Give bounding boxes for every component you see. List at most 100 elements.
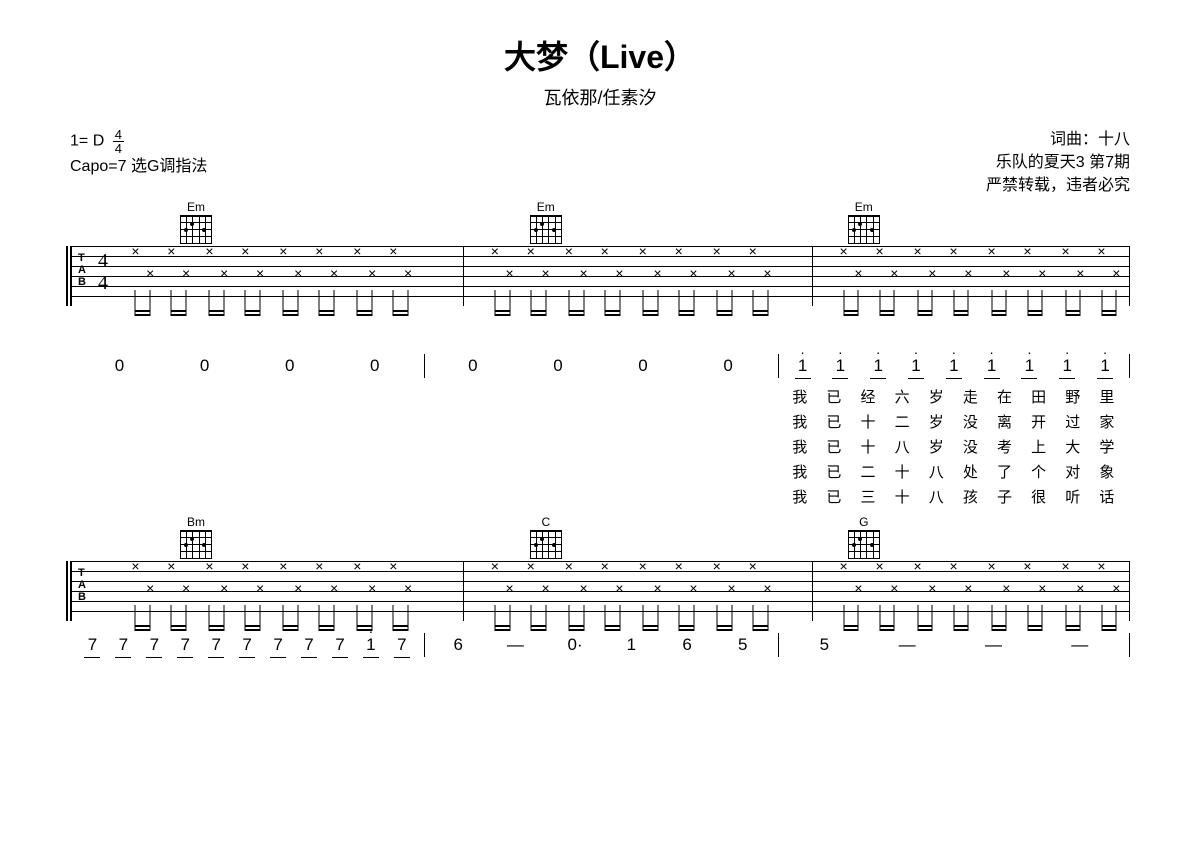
strum-mark: ×: [601, 559, 609, 573]
note: 1: [871, 356, 885, 376]
strum-mark: ×: [1076, 266, 1084, 280]
note: 5: [817, 635, 831, 655]
strum-mark: ×: [389, 559, 397, 573]
strum-mark: ×: [840, 244, 848, 258]
note: 1: [909, 356, 923, 376]
strum-mark: ×: [131, 559, 139, 573]
strum-mark: ×: [579, 581, 587, 595]
note: 0: [283, 356, 297, 376]
strum-mark: ×: [949, 559, 957, 573]
lyric-char: 话: [1099, 486, 1114, 507]
tab-system-2: BmCG TAB ×××××××××××××××××××××××××××××××…: [70, 561, 1130, 776]
note: 7: [85, 635, 99, 655]
lyric-char: 我: [792, 436, 807, 457]
strum-mark: ×: [890, 266, 898, 280]
strum-mark: ×: [914, 244, 922, 258]
strum-mark: ×: [565, 559, 573, 573]
strum-mark: ×: [506, 581, 514, 595]
lyric-char: 六: [895, 386, 910, 407]
note: 7: [209, 635, 223, 655]
strum-mark: ×: [727, 581, 735, 595]
song-title: 大梦（Live）: [0, 32, 1200, 78]
lyric-char: 已: [826, 386, 841, 407]
strum-mark: ×: [368, 581, 376, 595]
credit: 词曲：十八: [986, 128, 1130, 151]
lyric-char: 我: [792, 386, 807, 407]
strum-mark: ×: [713, 559, 721, 573]
lyric-char: 在: [997, 386, 1012, 407]
lyric-char: 家: [1099, 411, 1114, 432]
strum-mark: ×: [491, 559, 499, 573]
lyric-char: 田: [1031, 386, 1046, 407]
key-signature: 1= D 4 4: [70, 128, 207, 155]
strum-mark: ×: [182, 266, 190, 280]
strum-mark: ×: [353, 559, 361, 573]
strum-mark: ×: [491, 244, 499, 258]
lyric-char: 过: [1065, 411, 1080, 432]
strum-mark: ×: [749, 559, 757, 573]
lyric-char: 已: [826, 486, 841, 507]
lyric-char: 听: [1065, 486, 1080, 507]
lyric-char: 八: [895, 436, 910, 457]
strum-mark: ×: [1076, 581, 1084, 595]
strum-mark: ×: [875, 559, 883, 573]
meta-row: 1= D 4 4 Capo=7 选G调指法 词曲：十八 乐队的夏天3 第7期 严…: [0, 128, 1200, 198]
lyric-line: 我已二十八处了个对象: [70, 461, 1130, 482]
strum-mark: ×: [890, 581, 898, 595]
strum-mark: ×: [689, 581, 697, 595]
note: 7: [116, 635, 130, 655]
strum-mark: ×: [914, 559, 922, 573]
lyric-char: 象: [1099, 461, 1114, 482]
strum-mark: ×: [763, 581, 771, 595]
strum-mark: ×: [256, 581, 264, 595]
lyric-char: 十: [860, 436, 875, 457]
strum-mark: ×: [1097, 244, 1105, 258]
strum-mark: ×: [182, 581, 190, 595]
strum-mark: ×: [964, 266, 972, 280]
strum-mark: ×: [167, 244, 175, 258]
note: 1: [796, 356, 810, 376]
strum-mark: ×: [987, 244, 995, 258]
lyric-char: 八: [929, 486, 944, 507]
strum-mark: ×: [315, 244, 323, 258]
note: 0: [368, 356, 382, 376]
numbered-notation: 77777777717 6—0·165 5———: [70, 635, 1130, 655]
chord-diagram: Bm: [176, 515, 216, 559]
lyric-line: 我已十八岁没考上大学: [70, 436, 1130, 457]
strum-mark: ×: [541, 266, 549, 280]
note: 0: [113, 356, 127, 376]
strum-mark: ×: [1023, 244, 1031, 258]
strum-mark: ×: [131, 244, 139, 258]
lyric-char: 很: [1031, 486, 1046, 507]
lyric-char: 里: [1099, 386, 1114, 407]
note: 6: [680, 635, 694, 655]
lyric-char: 三: [860, 486, 875, 507]
strum-mark: ×: [404, 266, 412, 280]
strum-mark: ×: [928, 266, 936, 280]
strum-mark: ×: [713, 244, 721, 258]
strum-mark: ×: [315, 559, 323, 573]
note: 1: [985, 356, 999, 376]
strum-mark: ×: [1112, 266, 1120, 280]
capo-info: Capo=7 选G调指法: [70, 155, 207, 178]
strum-mark: ×: [949, 244, 957, 258]
lyric-char: 岁: [929, 411, 944, 432]
strum-mark: ×: [1061, 244, 1069, 258]
lyric-char: 十: [860, 411, 875, 432]
strum-mark: ×: [389, 244, 397, 258]
lyric-line: 我已三十八孩子很听话: [70, 486, 1130, 507]
strum-mark: ×: [615, 581, 623, 595]
strum-mark: ×: [749, 244, 757, 258]
note: 0·: [568, 635, 583, 655]
strum-mark: ×: [146, 581, 154, 595]
lyric-char: 十: [895, 486, 910, 507]
strum-mark: ×: [294, 581, 302, 595]
note: 1: [833, 356, 847, 376]
note: 1: [1060, 356, 1074, 376]
chord-diagram: G: [844, 515, 884, 559]
strum-mark: ×: [689, 266, 697, 280]
note: 7: [271, 635, 285, 655]
lyric-line: 我已十二岁没离开过家: [70, 411, 1130, 432]
strum-mark: ×: [601, 244, 609, 258]
note: 1: [364, 635, 378, 655]
